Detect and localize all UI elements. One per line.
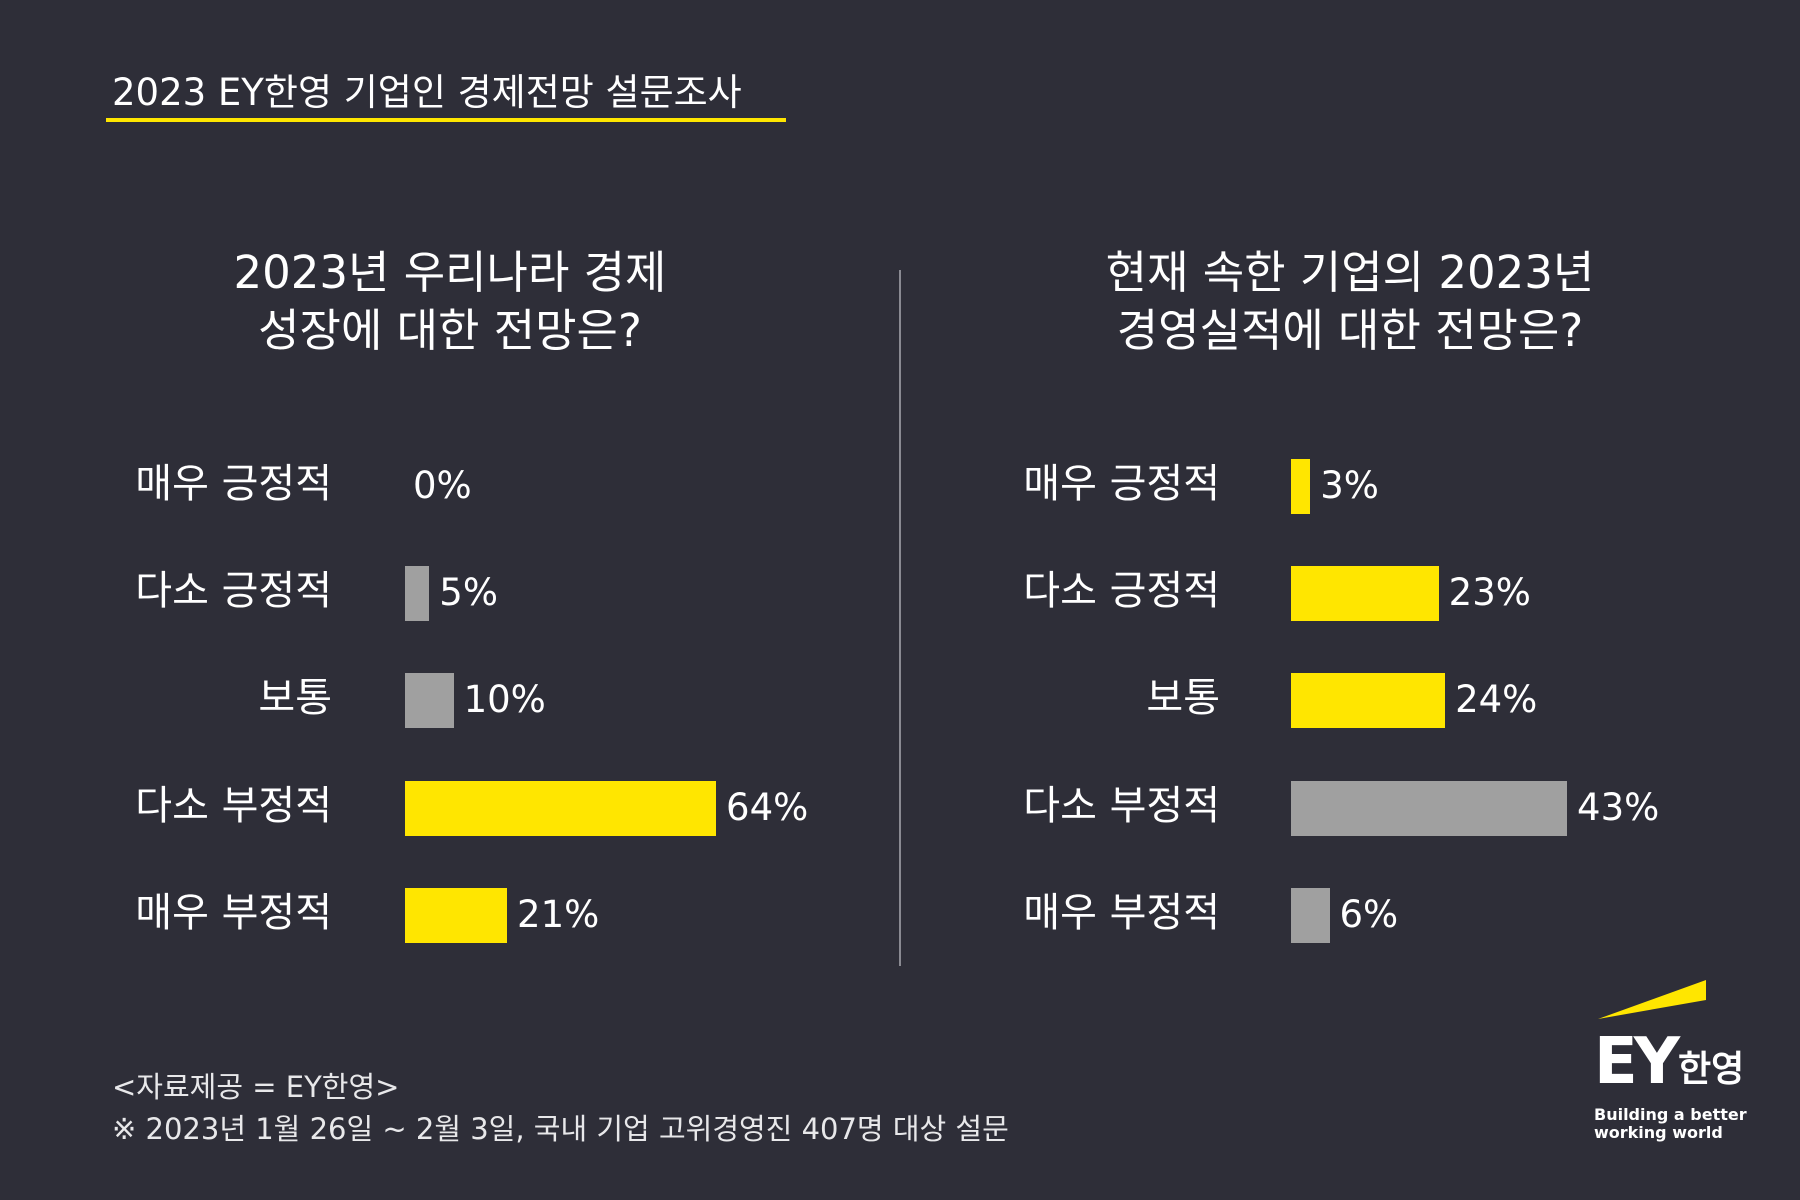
right-value-label: 24% [1455,678,1538,721]
left-category-label: 보통 [258,675,332,721]
left-bar [405,566,430,621]
source-note: <자료제공 = EY한영> [112,1070,400,1104]
left-value-label: 64% [726,786,809,829]
ey-logo: EY 한영 Building a better working world [1590,978,1770,1148]
right-value-label: 6% [1339,893,1399,936]
right-chart-title-line1: 현재 속한 기업의 2023년 [1105,246,1595,299]
right-category-label: 매우 부정적 [1023,890,1220,936]
left-bar [405,673,454,728]
page-title: 2023 EY한영 기업인 경제전망 설문조사 [112,71,742,114]
logo-korean: 한영 [1678,1049,1745,1090]
left-category-label: 다소 부정적 [135,783,332,829]
left-value-label: 5% [439,571,498,614]
right-category-label: 매우 긍정적 [1023,461,1220,507]
right-chart-title-line2: 경영실적에 대한 전망은? [1116,304,1584,357]
right-bar [1291,566,1439,621]
right-bar [1291,459,1311,514]
left-bar [405,781,717,836]
survey-note: ※ 2023년 1월 26일 ~ 2월 3일, 국내 기업 고위경영진 407명… [112,1112,1009,1146]
left-category-label: 매우 긍정적 [135,461,332,507]
left-category-label: 다소 긍정적 [135,568,332,614]
right-value-label: 23% [1448,571,1531,614]
left-category-label: 매우 부정적 [135,890,332,936]
logo-tagline-1: Building a better [1594,1105,1747,1124]
panel-divider [899,270,901,966]
left-chart-title-line1: 2023년 우리나라 경제 [233,246,667,299]
left-value-label: 0% [413,464,472,507]
logo-brand: EY [1594,1025,1680,1099]
left-bar [405,888,508,943]
logo-tagline-2: working world [1594,1123,1723,1142]
right-category-label: 다소 부정적 [1023,783,1220,829]
right-value-label: 3% [1320,464,1379,507]
left-chart-title: 2023년 우리나라 경제 성장에 대한 전망은? [100,244,800,360]
right-chart-title: 현재 속한 기업의 2023년 경영실적에 대한 전망은? [1000,244,1700,360]
right-category-label: 보통 [1146,675,1220,721]
right-bar [1291,781,1568,836]
left-chart-title-line2: 성장에 대한 전망은? [258,304,642,357]
title-underline [106,118,786,122]
right-category-label: 다소 긍정적 [1023,568,1220,614]
right-bar [1291,673,1446,728]
right-value-label: 43% [1577,786,1660,829]
right-bar [1291,888,1330,943]
left-value-label: 10% [463,678,546,721]
ey-logo-beam-icon [1598,980,1706,1019]
left-value-label: 21% [517,893,600,936]
